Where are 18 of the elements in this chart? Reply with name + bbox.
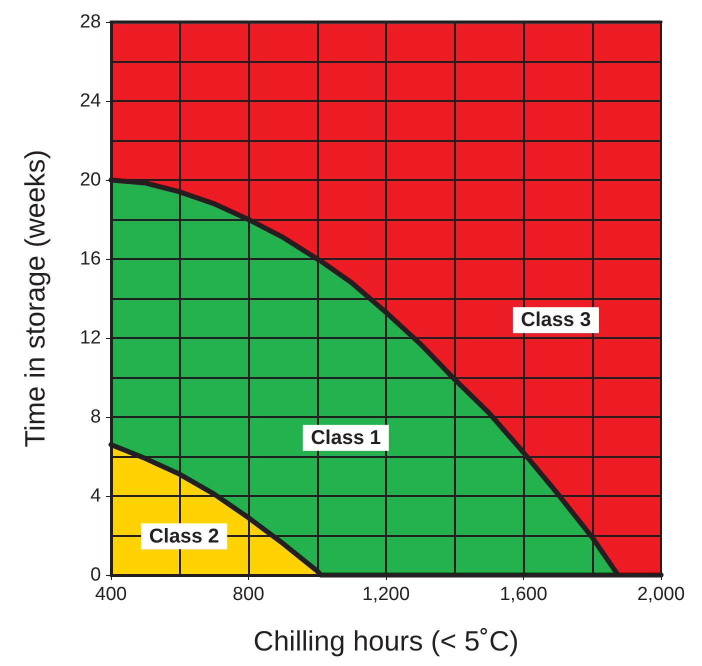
y-tick-label: 8	[90, 406, 101, 428]
y-tick-label: 12	[80, 328, 101, 348]
x-axis-title: Chilling hours (< 5˚C)	[253, 626, 519, 656]
series-label: Class 1	[310, 426, 381, 449]
series-label: Class 3	[520, 309, 591, 332]
y-tick-label: 20	[80, 170, 101, 190]
x-tick-label: 400	[95, 584, 127, 605]
y-tick-label: 24	[80, 90, 102, 112]
y-tick-label: 28	[80, 12, 101, 32]
x-tick-label: 1,200	[362, 584, 410, 605]
x-tick-label: 2,000	[637, 584, 685, 605]
y-tick-label: 4	[90, 486, 102, 506]
y-axis-title: Time in storage (weeks)	[20, 150, 50, 448]
x-tick-label: 1,600	[500, 584, 548, 605]
y-tick-label: 0	[90, 564, 101, 586]
series-label: Class 2	[149, 525, 220, 548]
x-tick-label: 800	[232, 584, 264, 605]
y-tick-label: 16	[80, 248, 101, 270]
